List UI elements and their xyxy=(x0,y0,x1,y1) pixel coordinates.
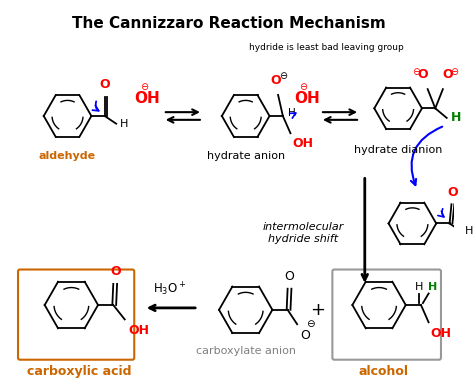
Text: OH: OH xyxy=(135,91,161,106)
Text: OH: OH xyxy=(128,324,149,337)
Text: +: + xyxy=(310,301,325,319)
Text: carboxylic acid: carboxylic acid xyxy=(27,366,131,379)
Text: ⊖: ⊖ xyxy=(412,67,420,77)
Text: OH: OH xyxy=(430,327,452,340)
Text: ⊖: ⊖ xyxy=(450,67,458,77)
Text: O: O xyxy=(284,270,294,283)
Text: O: O xyxy=(418,68,428,81)
Text: H: H xyxy=(120,119,128,129)
Text: O: O xyxy=(270,74,281,87)
Text: O: O xyxy=(110,265,120,278)
Text: hydride is least bad leaving group: hydride is least bad leaving group xyxy=(249,43,404,52)
Text: alcohol: alcohol xyxy=(359,366,409,379)
Text: H: H xyxy=(415,282,423,291)
Text: ⊖: ⊖ xyxy=(279,71,287,81)
Text: O: O xyxy=(442,68,453,81)
Text: H$_3$O$^+$: H$_3$O$^+$ xyxy=(153,281,186,298)
Text: OH: OH xyxy=(292,137,313,150)
Text: ⊖: ⊖ xyxy=(140,82,148,92)
Text: aldehyde: aldehyde xyxy=(39,152,96,162)
Text: H: H xyxy=(428,282,437,291)
Text: hydrate dianion: hydrate dianion xyxy=(354,145,442,155)
Text: hydrate anion: hydrate anion xyxy=(207,152,285,162)
Text: intermolecular
hydride shift: intermolecular hydride shift xyxy=(262,222,344,244)
Text: The Cannizzaro Reaction Mechanism: The Cannizzaro Reaction Mechanism xyxy=(72,16,385,31)
Text: H: H xyxy=(288,108,295,118)
Text: H: H xyxy=(465,226,473,236)
Text: carboxylate anion: carboxylate anion xyxy=(196,346,296,356)
Text: H: H xyxy=(450,112,461,125)
Text: O: O xyxy=(100,78,110,91)
Text: OH: OH xyxy=(295,91,320,106)
Text: O: O xyxy=(447,186,458,199)
Text: O: O xyxy=(300,329,310,342)
Text: ⊖: ⊖ xyxy=(306,319,315,329)
Text: ⊖: ⊖ xyxy=(299,82,307,92)
